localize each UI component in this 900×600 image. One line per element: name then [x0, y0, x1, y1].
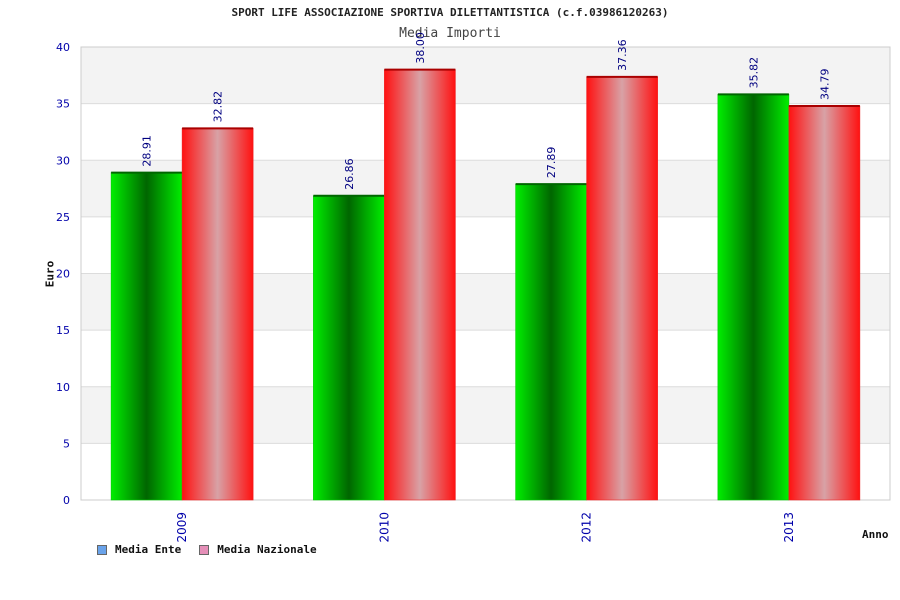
- legend-item-nazionale: Media Nazionale: [199, 543, 317, 556]
- data-label: 34.79: [818, 69, 831, 101]
- bar-nazionale: [181, 128, 254, 501]
- y-tick-label: 0: [63, 494, 70, 507]
- bar-nazionale: [384, 69, 456, 501]
- data-label: 38.00: [414, 32, 427, 64]
- data-label: 28.91: [141, 135, 154, 167]
- y-tick-label: 10: [56, 381, 70, 394]
- legend-swatch-nazionale: [199, 544, 210, 555]
- y-tick-label: 40: [56, 41, 70, 54]
- x-tick-label: 2012: [580, 512, 594, 543]
- data-label: 37.36: [616, 39, 629, 71]
- x-tick-label: 2010: [377, 512, 391, 543]
- legend-label-ente: Media Ente: [115, 543, 182, 556]
- chart-title: SPORT LIFE ASSOCIAZIONE SPORTIVA DILETTA…: [231, 6, 669, 19]
- y-tick-label: 30: [56, 154, 70, 167]
- bar-ente: [717, 94, 790, 501]
- data-label: 27.89: [545, 147, 558, 179]
- bar-ente: [515, 183, 587, 501]
- x-tick-label: 2009: [175, 512, 189, 543]
- bar-nazionale: [788, 105, 861, 501]
- plot-border: [80, 46, 891, 501]
- legend-item-ente: Media Ente: [97, 543, 181, 556]
- legend: Media Ente Media Nazionale: [97, 543, 317, 556]
- y-tick-label: 25: [56, 211, 70, 224]
- bar-ente: [313, 195, 385, 501]
- x-axis-label: Anno: [862, 528, 889, 541]
- legend-swatch-ente: [97, 544, 107, 555]
- chart-subtitle: Media Importi: [399, 26, 501, 41]
- bar-nazionale: [586, 76, 658, 501]
- legend-label-nazionale: Media Nazionale: [217, 543, 317, 556]
- y-tick-label: 15: [56, 324, 70, 337]
- data-label: 26.86: [343, 158, 356, 190]
- y-tick-label: 35: [56, 98, 70, 111]
- bar-ente: [110, 172, 183, 501]
- y-tick-label: 5: [63, 437, 70, 450]
- data-label: 35.82: [747, 57, 760, 89]
- x-tick-label: 2013: [782, 512, 796, 543]
- y-tick-label: 20: [56, 268, 70, 281]
- data-label: 32.82: [212, 91, 225, 123]
